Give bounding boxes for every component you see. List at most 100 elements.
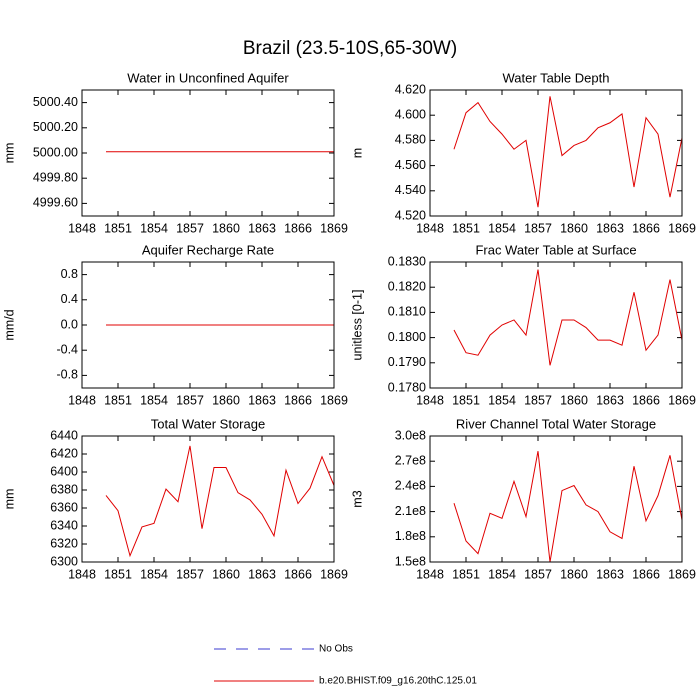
y-axis-label: mm (2, 489, 16, 510)
x-tick-label: 1866 (632, 221, 660, 235)
x-tick-label: 1854 (488, 221, 516, 235)
panel-title: River Channel Total Water Storage (456, 416, 656, 431)
x-tick-label: 1863 (596, 221, 624, 235)
x-tick-label: 1848 (416, 567, 444, 581)
x-tick-label: 1860 (212, 221, 240, 235)
figure-title: Brazil (23.5-10S,65-30W) (243, 38, 457, 59)
y-tick-label: 4999.60 (33, 196, 78, 210)
y-tick-label: 4.600 (395, 107, 426, 121)
y-tick-label: 0.1830 (388, 254, 426, 268)
legend-label: b.e20.BHIST.f09_g16.20thC.125.01 (319, 676, 477, 687)
panel-title: Frac Water Table at Surface (475, 242, 636, 257)
y-tick-label: 5000.40 (33, 95, 78, 109)
x-tick-label: 1851 (452, 221, 480, 235)
y-tick-label: 5000.00 (33, 145, 78, 159)
x-tick-label: 1866 (632, 567, 660, 581)
data-line (105, 445, 335, 558)
y-tick-label: 0.1800 (388, 330, 426, 344)
y-tick-label: 4999.80 (33, 170, 78, 184)
x-tick-label: 1863 (248, 221, 276, 235)
x-tick-label: 1848 (416, 393, 444, 407)
y-tick-label: 0.1780 (388, 380, 426, 394)
x-tick-label: 1857 (524, 221, 552, 235)
y-axis-label: mm/d (2, 309, 16, 340)
panel-title: Water in Unconfined Aquifer (127, 70, 289, 85)
legend-label: No Obs (319, 644, 353, 655)
y-tick-label: 5000.20 (33, 120, 78, 134)
y-tick-label: 0.1810 (388, 305, 426, 319)
x-tick-label: 1857 (524, 393, 552, 407)
y-tick-label: 6340 (50, 518, 78, 532)
y-tick-label: 0.8 (61, 267, 78, 281)
plot-frame (81, 261, 335, 389)
x-tick-label: 1857 (176, 221, 204, 235)
panel-title: Aquifer Recharge Rate (142, 242, 274, 257)
x-tick-label: 1851 (452, 567, 480, 581)
x-tick-label: 1857 (176, 393, 204, 407)
y-tick-label: 6420 (50, 446, 78, 460)
y-tick-label: 1.8e8 (395, 529, 426, 543)
x-tick-label: 1851 (104, 393, 132, 407)
x-tick-label: 1854 (140, 567, 168, 581)
y-tick-label: 4.580 (395, 133, 426, 147)
x-tick-label: 1854 (488, 567, 516, 581)
x-tick-label: 1863 (596, 393, 624, 407)
x-tick-label: 1848 (416, 221, 444, 235)
x-tick-label: 1869 (320, 393, 348, 407)
y-tick-label: 6400 (50, 464, 78, 478)
x-tick-label: 1857 (176, 567, 204, 581)
y-axis-label: m3 (350, 490, 364, 507)
y-tick-label: 0.0 (61, 317, 78, 331)
x-tick-label: 1851 (104, 567, 132, 581)
y-tick-label: 4.540 (395, 183, 426, 197)
x-tick-label: 1860 (560, 221, 588, 235)
panel-title: Total Water Storage (151, 416, 265, 431)
plot-frame (81, 435, 335, 563)
x-tick-label: 1848 (68, 567, 96, 581)
y-tick-label: 6440 (50, 428, 78, 442)
y-tick-label: 0.1820 (388, 279, 426, 293)
x-tick-label: 1857 (524, 567, 552, 581)
plot-frame (81, 89, 335, 217)
y-tick-label: 2.1e8 (395, 504, 426, 518)
y-tick-label: 4.620 (395, 82, 426, 96)
x-tick-label: 1869 (668, 221, 696, 235)
x-tick-label: 1854 (488, 393, 516, 407)
panel-title: Water Table Depth (503, 70, 610, 85)
x-tick-label: 1851 (452, 393, 480, 407)
x-tick-label: 1860 (560, 567, 588, 581)
x-tick-label: 1848 (68, 393, 96, 407)
y-tick-label: 4.520 (395, 208, 426, 222)
x-tick-label: 1869 (668, 393, 696, 407)
x-tick-label: 1869 (320, 567, 348, 581)
data-line (453, 451, 683, 563)
y-tick-label: 1.5e8 (395, 554, 426, 568)
y-tick-label: 6380 (50, 482, 78, 496)
data-line (453, 96, 683, 208)
x-tick-label: 1866 (632, 393, 660, 407)
data-line (453, 269, 683, 366)
plot-frame (429, 435, 683, 563)
y-tick-label: 2.7e8 (395, 453, 426, 467)
y-tick-label: -0.8 (56, 368, 78, 382)
x-tick-label: 1863 (596, 567, 624, 581)
y-tick-label: 3.0e8 (395, 428, 426, 442)
y-tick-label: 0.4 (61, 292, 78, 306)
y-tick-label: 6320 (50, 536, 78, 550)
y-axis-label: m (350, 148, 364, 158)
x-tick-label: 1854 (140, 393, 168, 407)
y-axis-label: mm (2, 143, 16, 164)
x-tick-label: 1860 (212, 567, 240, 581)
plot-frame (429, 261, 683, 389)
y-tick-label: 6300 (50, 554, 78, 568)
y-tick-label: 4.560 (395, 158, 426, 172)
x-tick-label: 1863 (248, 567, 276, 581)
x-tick-label: 1866 (284, 393, 312, 407)
x-tick-label: 1860 (212, 393, 240, 407)
plot-frame (429, 89, 683, 217)
x-tick-label: 1854 (140, 221, 168, 235)
y-tick-label: -0.4 (56, 342, 78, 356)
x-tick-label: 1869 (668, 567, 696, 581)
